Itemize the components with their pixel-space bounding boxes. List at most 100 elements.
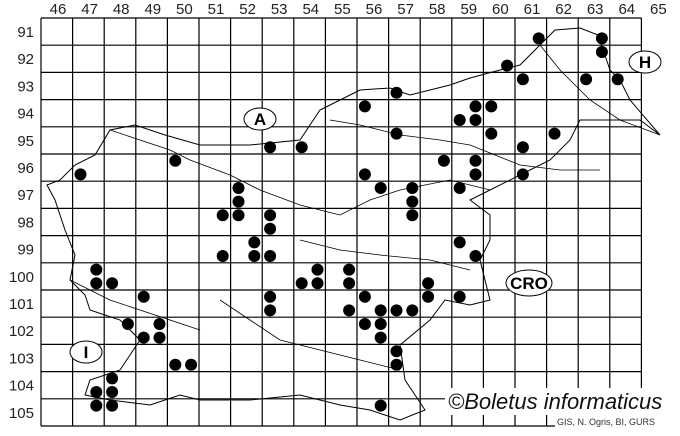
record-dot — [453, 236, 466, 249]
record-dot — [453, 182, 466, 194]
record-dot — [216, 250, 229, 262]
row-label: 97 — [17, 187, 34, 204]
column-label: 62 — [555, 1, 572, 18]
record-dot — [121, 318, 134, 330]
record-dot — [358, 318, 371, 330]
row-label: 93 — [17, 78, 34, 95]
record-dot — [90, 263, 103, 276]
svg-text:H: H — [639, 53, 651, 72]
record-dot — [374, 331, 387, 344]
record-dots — [74, 32, 624, 412]
record-dot — [216, 209, 229, 222]
record-dot — [232, 182, 245, 194]
row-label: 96 — [17, 160, 34, 177]
record-dot — [437, 154, 450, 167]
row-label: 100 — [9, 269, 34, 286]
record-dot — [469, 154, 482, 167]
record-dot — [406, 304, 419, 317]
svg-text:CRO: CRO — [510, 274, 548, 293]
record-dot — [390, 345, 403, 358]
record-dot — [580, 73, 593, 86]
record-dot — [295, 141, 308, 154]
row-label: 92 — [17, 51, 34, 68]
record-dot — [137, 290, 150, 303]
record-dot — [611, 73, 624, 86]
country-label-croatia: CRO — [505, 269, 553, 297]
record-dot — [469, 100, 482, 113]
record-dot — [264, 290, 277, 303]
record-dot — [516, 168, 529, 181]
record-dot — [422, 277, 435, 290]
record-dot — [453, 114, 466, 126]
record-dot — [185, 358, 198, 371]
row-label: 103 — [9, 350, 34, 367]
record-dot — [485, 100, 498, 113]
row-label: 101 — [9, 296, 34, 313]
record-dot — [548, 127, 561, 140]
record-dot — [469, 250, 482, 262]
svg-text:I: I — [84, 343, 89, 362]
record-dot — [406, 182, 419, 194]
column-label: 65 — [650, 1, 667, 18]
column-label: 48 — [113, 1, 130, 18]
record-dot — [406, 209, 419, 222]
column-label: 55 — [334, 1, 351, 18]
record-dot — [264, 141, 277, 154]
record-dot — [232, 195, 245, 208]
country-label-hungary: H — [628, 50, 662, 74]
column-label: 57 — [397, 1, 414, 18]
record-dot — [106, 399, 119, 412]
record-dot — [595, 46, 608, 58]
column-label: 54 — [302, 1, 319, 18]
row-label: 99 — [17, 242, 34, 259]
column-label: 52 — [239, 1, 256, 18]
row-label: 105 — [9, 405, 34, 422]
record-dot — [390, 358, 403, 371]
record-dot — [153, 318, 166, 330]
record-dot — [90, 277, 103, 290]
record-dot — [422, 290, 435, 303]
column-label: 53 — [271, 1, 288, 18]
column-label: 63 — [587, 1, 604, 18]
watermark: ©Boletus informaticus — [448, 389, 662, 414]
row-label: 104 — [9, 378, 34, 395]
row-label: 98 — [17, 214, 34, 231]
record-dot — [74, 168, 87, 181]
record-dot — [516, 141, 529, 154]
record-dot — [343, 277, 356, 290]
record-dot — [153, 331, 166, 344]
record-dot — [469, 168, 482, 181]
record-dot — [106, 372, 119, 385]
record-dot — [311, 277, 324, 290]
record-dot — [390, 127, 403, 140]
record-dot — [343, 263, 356, 276]
record-dot — [264, 304, 277, 317]
record-dot — [485, 127, 498, 140]
column-label: 64 — [618, 1, 635, 18]
record-dot — [169, 358, 182, 371]
record-dot — [169, 154, 182, 167]
column-label: 59 — [460, 1, 477, 18]
record-dot — [106, 277, 119, 290]
record-dot — [374, 399, 387, 412]
record-dot — [390, 304, 403, 317]
row-label: 94 — [17, 106, 34, 123]
grid-lines — [40, 17, 643, 427]
record-dot — [137, 331, 150, 344]
record-dot — [264, 250, 277, 262]
record-dot — [374, 304, 387, 317]
record-dot — [358, 100, 371, 113]
svg-text:A: A — [254, 110, 266, 129]
record-dot — [311, 263, 324, 276]
row-labels: 91 92 93 94 95 96 97 98 99 100 101 102 103 104 105 — [9, 24, 34, 422]
record-dot — [390, 86, 403, 99]
record-dot — [232, 209, 245, 222]
country-border — [46, 27, 661, 421]
record-dot — [264, 222, 277, 235]
column-label: 47 — [81, 1, 98, 18]
record-dot — [453, 290, 466, 303]
row-label: 91 — [17, 24, 34, 41]
column-labels: 46 47 48 49 50 51 52 53 54 55 56 57 58 59 60 61 62 63 64 65 — [50, 1, 667, 18]
